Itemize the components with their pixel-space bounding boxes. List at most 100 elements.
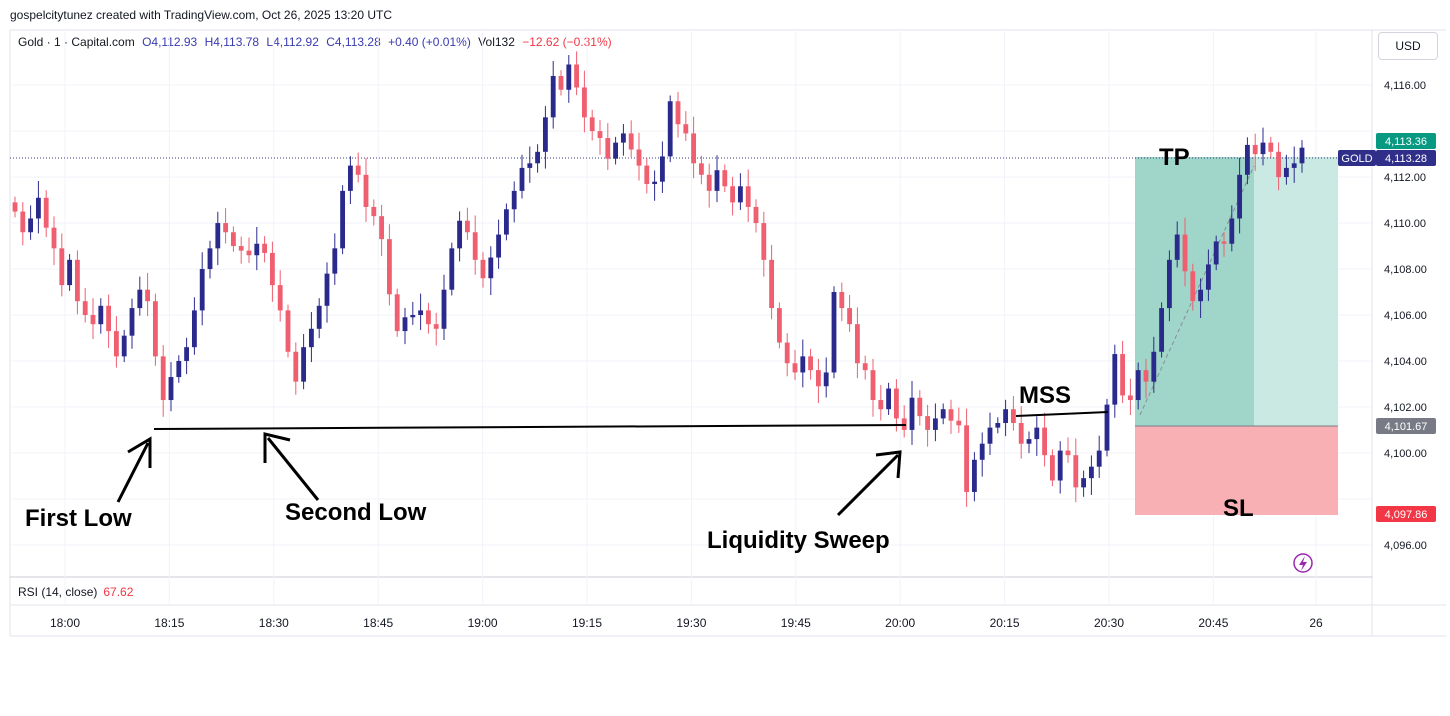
candle-body (948, 409, 954, 421)
candle-body (340, 190, 346, 249)
candle-body (1244, 144, 1250, 175)
candle-body (769, 259, 775, 309)
candle-body (1252, 144, 1258, 155)
candle-body (168, 377, 174, 401)
time-tick-label: 18:00 (50, 616, 80, 630)
candle-body (1096, 450, 1102, 467)
time-axis-labels: 18:00 18:15 18:30 18:45 19:00 19:15 19:30 19:45… (50, 616, 1323, 630)
candle-body (1010, 409, 1016, 424)
candle-body (722, 170, 728, 187)
candle-body (1205, 264, 1211, 290)
candle-body (176, 360, 182, 378)
candle-body (137, 289, 143, 309)
time-tick-label: 19:30 (676, 616, 706, 630)
candle-body (940, 409, 946, 419)
candle-body (464, 220, 470, 233)
candle-body (277, 285, 283, 311)
candle-body (535, 151, 541, 164)
candle-body (893, 388, 899, 419)
candle-body (644, 165, 650, 184)
candle-body (1291, 163, 1297, 168)
second-low-arrow (263, 432, 320, 501)
candle-body (605, 138, 611, 159)
candle-body (1135, 370, 1141, 401)
currency-button[interactable]: USD (1378, 32, 1438, 60)
volume-change: −12.62 (−0.31%) (522, 35, 612, 49)
candle-body (636, 149, 642, 166)
candle-body (184, 347, 190, 361)
candle-body (1065, 450, 1071, 456)
equal-lows-line (153, 424, 907, 430)
candle-body (441, 289, 447, 329)
rsi-legend: RSI (14, close) 67.62 (18, 585, 133, 599)
candle-body (886, 388, 892, 410)
time-tick-label: 18:30 (259, 616, 289, 630)
candle-body (363, 174, 369, 207)
candle-body (1049, 455, 1055, 481)
candle-body (667, 101, 673, 157)
candle-body (402, 317, 408, 332)
lightning-icon[interactable] (1293, 553, 1313, 573)
candle-body (971, 459, 977, 492)
sl-label: SL (1223, 495, 1254, 522)
candle-body (145, 289, 151, 302)
candle-body (761, 223, 767, 260)
candle-body (152, 301, 158, 357)
candle-body (714, 170, 720, 191)
time-tick-label: 18:15 (154, 616, 184, 630)
candle-body (113, 331, 119, 357)
candle-body (316, 305, 322, 329)
candle-body (589, 117, 595, 132)
rsi-value: 67.62 (103, 585, 134, 599)
candle-body (262, 243, 268, 253)
current-price-tag (1376, 150, 1436, 166)
candle-body (433, 324, 439, 329)
candle-body (418, 310, 424, 315)
candle-body (308, 328, 314, 348)
candle-body (238, 246, 244, 251)
symbol-name[interactable]: Gold · 1 · Capital.com (18, 35, 135, 49)
candle-body (254, 243, 260, 256)
stop-loss-zone (1135, 426, 1338, 515)
tp-price-tag (1376, 133, 1436, 149)
candle-body (379, 216, 385, 240)
candle-body (285, 310, 291, 352)
candle-body (870, 370, 876, 401)
candle-body (566, 64, 572, 90)
candle-body (987, 427, 993, 444)
candle-body (964, 425, 970, 492)
candle-body (527, 163, 533, 168)
tp-price-text: 4,113.36 (1385, 136, 1427, 148)
tp-label: TP (1159, 144, 1190, 171)
candle-body (410, 314, 416, 318)
candle-body (917, 397, 923, 417)
price-tick-label: 4,116.00 (1384, 80, 1426, 92)
time-tick-label: 26 (1309, 616, 1323, 630)
candle-body (613, 142, 619, 159)
candle-body (675, 101, 681, 125)
time-tick-label: 20:15 (990, 616, 1020, 630)
candle-body (386, 239, 392, 295)
candle-body (597, 131, 603, 139)
candle-body (1174, 234, 1180, 260)
candle-body (620, 133, 626, 143)
price-tick-label: 4,112.00 (1384, 172, 1426, 184)
candle-body (511, 190, 517, 210)
candle-body (800, 356, 806, 373)
candle-body (74, 259, 80, 302)
candle-body (581, 87, 587, 118)
candle-body (35, 197, 41, 219)
candle-body (698, 163, 704, 175)
sl-price-tag (1376, 506, 1436, 522)
candle-body (792, 363, 798, 373)
candle-body (488, 257, 494, 279)
candle-body (160, 356, 166, 401)
candle-body (847, 308, 853, 325)
candle-body (90, 314, 96, 325)
grid-lines (10, 30, 1372, 605)
candle-body (230, 232, 236, 247)
candle-body (449, 248, 455, 290)
entry-price-tag (1376, 418, 1436, 434)
price-axis-labels: 4,096.00 4,100.00 4,102.00 4,104.00 4,106.00… (1384, 80, 1427, 552)
